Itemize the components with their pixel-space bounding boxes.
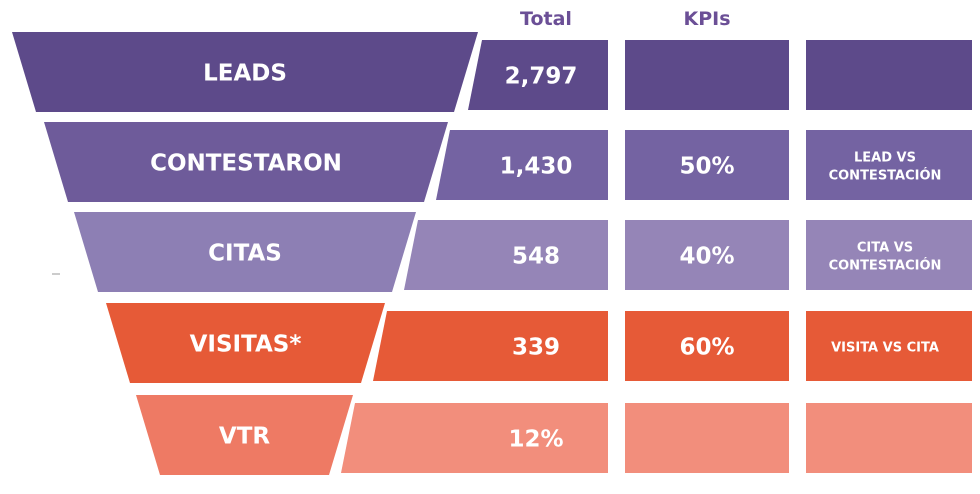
total-cell-contestaron (436, 130, 608, 200)
kpi-desc-cell-contestaron (806, 130, 972, 200)
total-value-leads: 2,797 (505, 64, 578, 90)
kpi-desc-cell-visitas (806, 311, 972, 381)
kpi-cell-visitas (625, 311, 789, 381)
kpi-desc-cell-leads (806, 40, 972, 110)
funnel-stage-label-leads: LEADS (203, 61, 287, 87)
kpi-cell-vtr (625, 403, 789, 473)
kpi-cell-contestaron (625, 130, 789, 200)
funnel-stage-vtr (136, 395, 353, 475)
kpi-cell-leads (625, 40, 789, 110)
header-total: Total (520, 8, 572, 30)
funnel-stage-citas (74, 212, 416, 292)
kpi-desc-text-contestaron: CONTESTACIÓN (829, 168, 942, 184)
funnel-stage-label-visitas: VISITAS* (190, 332, 302, 358)
funnel-stage-leads (12, 32, 478, 112)
kpi-desc-text-contestaron: LEAD VS (854, 151, 916, 166)
kpi-value-contestaron: 50% (679, 154, 734, 180)
total-value-contestaron: 1,430 (500, 154, 573, 180)
kpi-value-visitas: 60% (679, 335, 734, 361)
kpi-value-citas: 40% (679, 244, 734, 270)
funnel-stage-label-contestaron: CONTESTARON (150, 151, 342, 177)
funnel-stage-label-vtr: VTR (219, 424, 270, 450)
funnel-stage-visitas (106, 303, 385, 383)
kpi-desc-text-citas: CONTESTACIÓN (829, 258, 942, 274)
total-cell-visitas (373, 311, 608, 381)
kpi-desc-cell-vtr (806, 403, 972, 473)
kpi-desc-text-visitas: VISITA VS CITA (831, 341, 939, 356)
total-cell-vtr (341, 403, 608, 473)
funnel-stage-contestaron (44, 122, 448, 202)
funnel-stage-label-citas: CITAS (208, 241, 282, 267)
total-cell-leads (468, 40, 608, 110)
total-value-citas: 548 (512, 244, 560, 270)
total-value-vtr: 12% (508, 427, 563, 453)
kpi-cell-citas (625, 220, 789, 290)
kpi-desc-text-citas: CITA VS (857, 241, 913, 256)
header-kpis: KPIs (683, 8, 730, 30)
total-value-visitas: 339 (512, 335, 560, 361)
total-cell-citas (404, 220, 608, 290)
kpi-desc-cell-citas (806, 220, 972, 290)
